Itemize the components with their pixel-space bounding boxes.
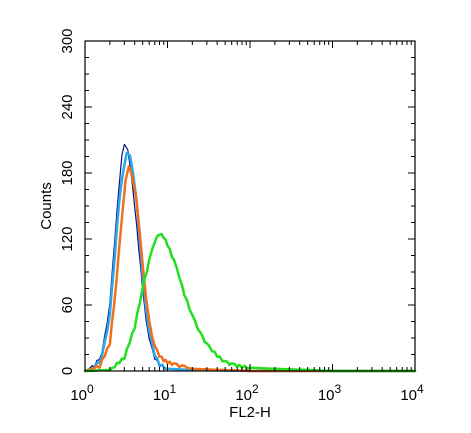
- series-line-4: [83, 232, 417, 373]
- y-tick-label: 180: [59, 160, 76, 185]
- series-line-3: [83, 165, 417, 373]
- series-layer: [83, 143, 417, 373]
- x-axis-label: FL2-H: [229, 404, 271, 421]
- plot-frame: [84, 40, 416, 372]
- y-tick-label: 60: [59, 297, 76, 314]
- y-tick-label: 0: [59, 367, 76, 375]
- x-tick-label: 100: [70, 382, 94, 404]
- y-axis-label: Counts: [38, 182, 55, 230]
- ticks-layer: 100 101 102 103 104 0 60 120 180 240 300: [59, 28, 424, 404]
- x-tick-label: 101: [153, 382, 177, 404]
- y-tick-label: 240: [59, 94, 76, 119]
- x-tick-label: 103: [318, 382, 342, 404]
- x-tick-label: 102: [235, 382, 259, 404]
- x-tick-label: 104: [400, 382, 424, 404]
- y-tick-label: 300: [59, 28, 76, 53]
- y-tick-label: 120: [59, 226, 76, 251]
